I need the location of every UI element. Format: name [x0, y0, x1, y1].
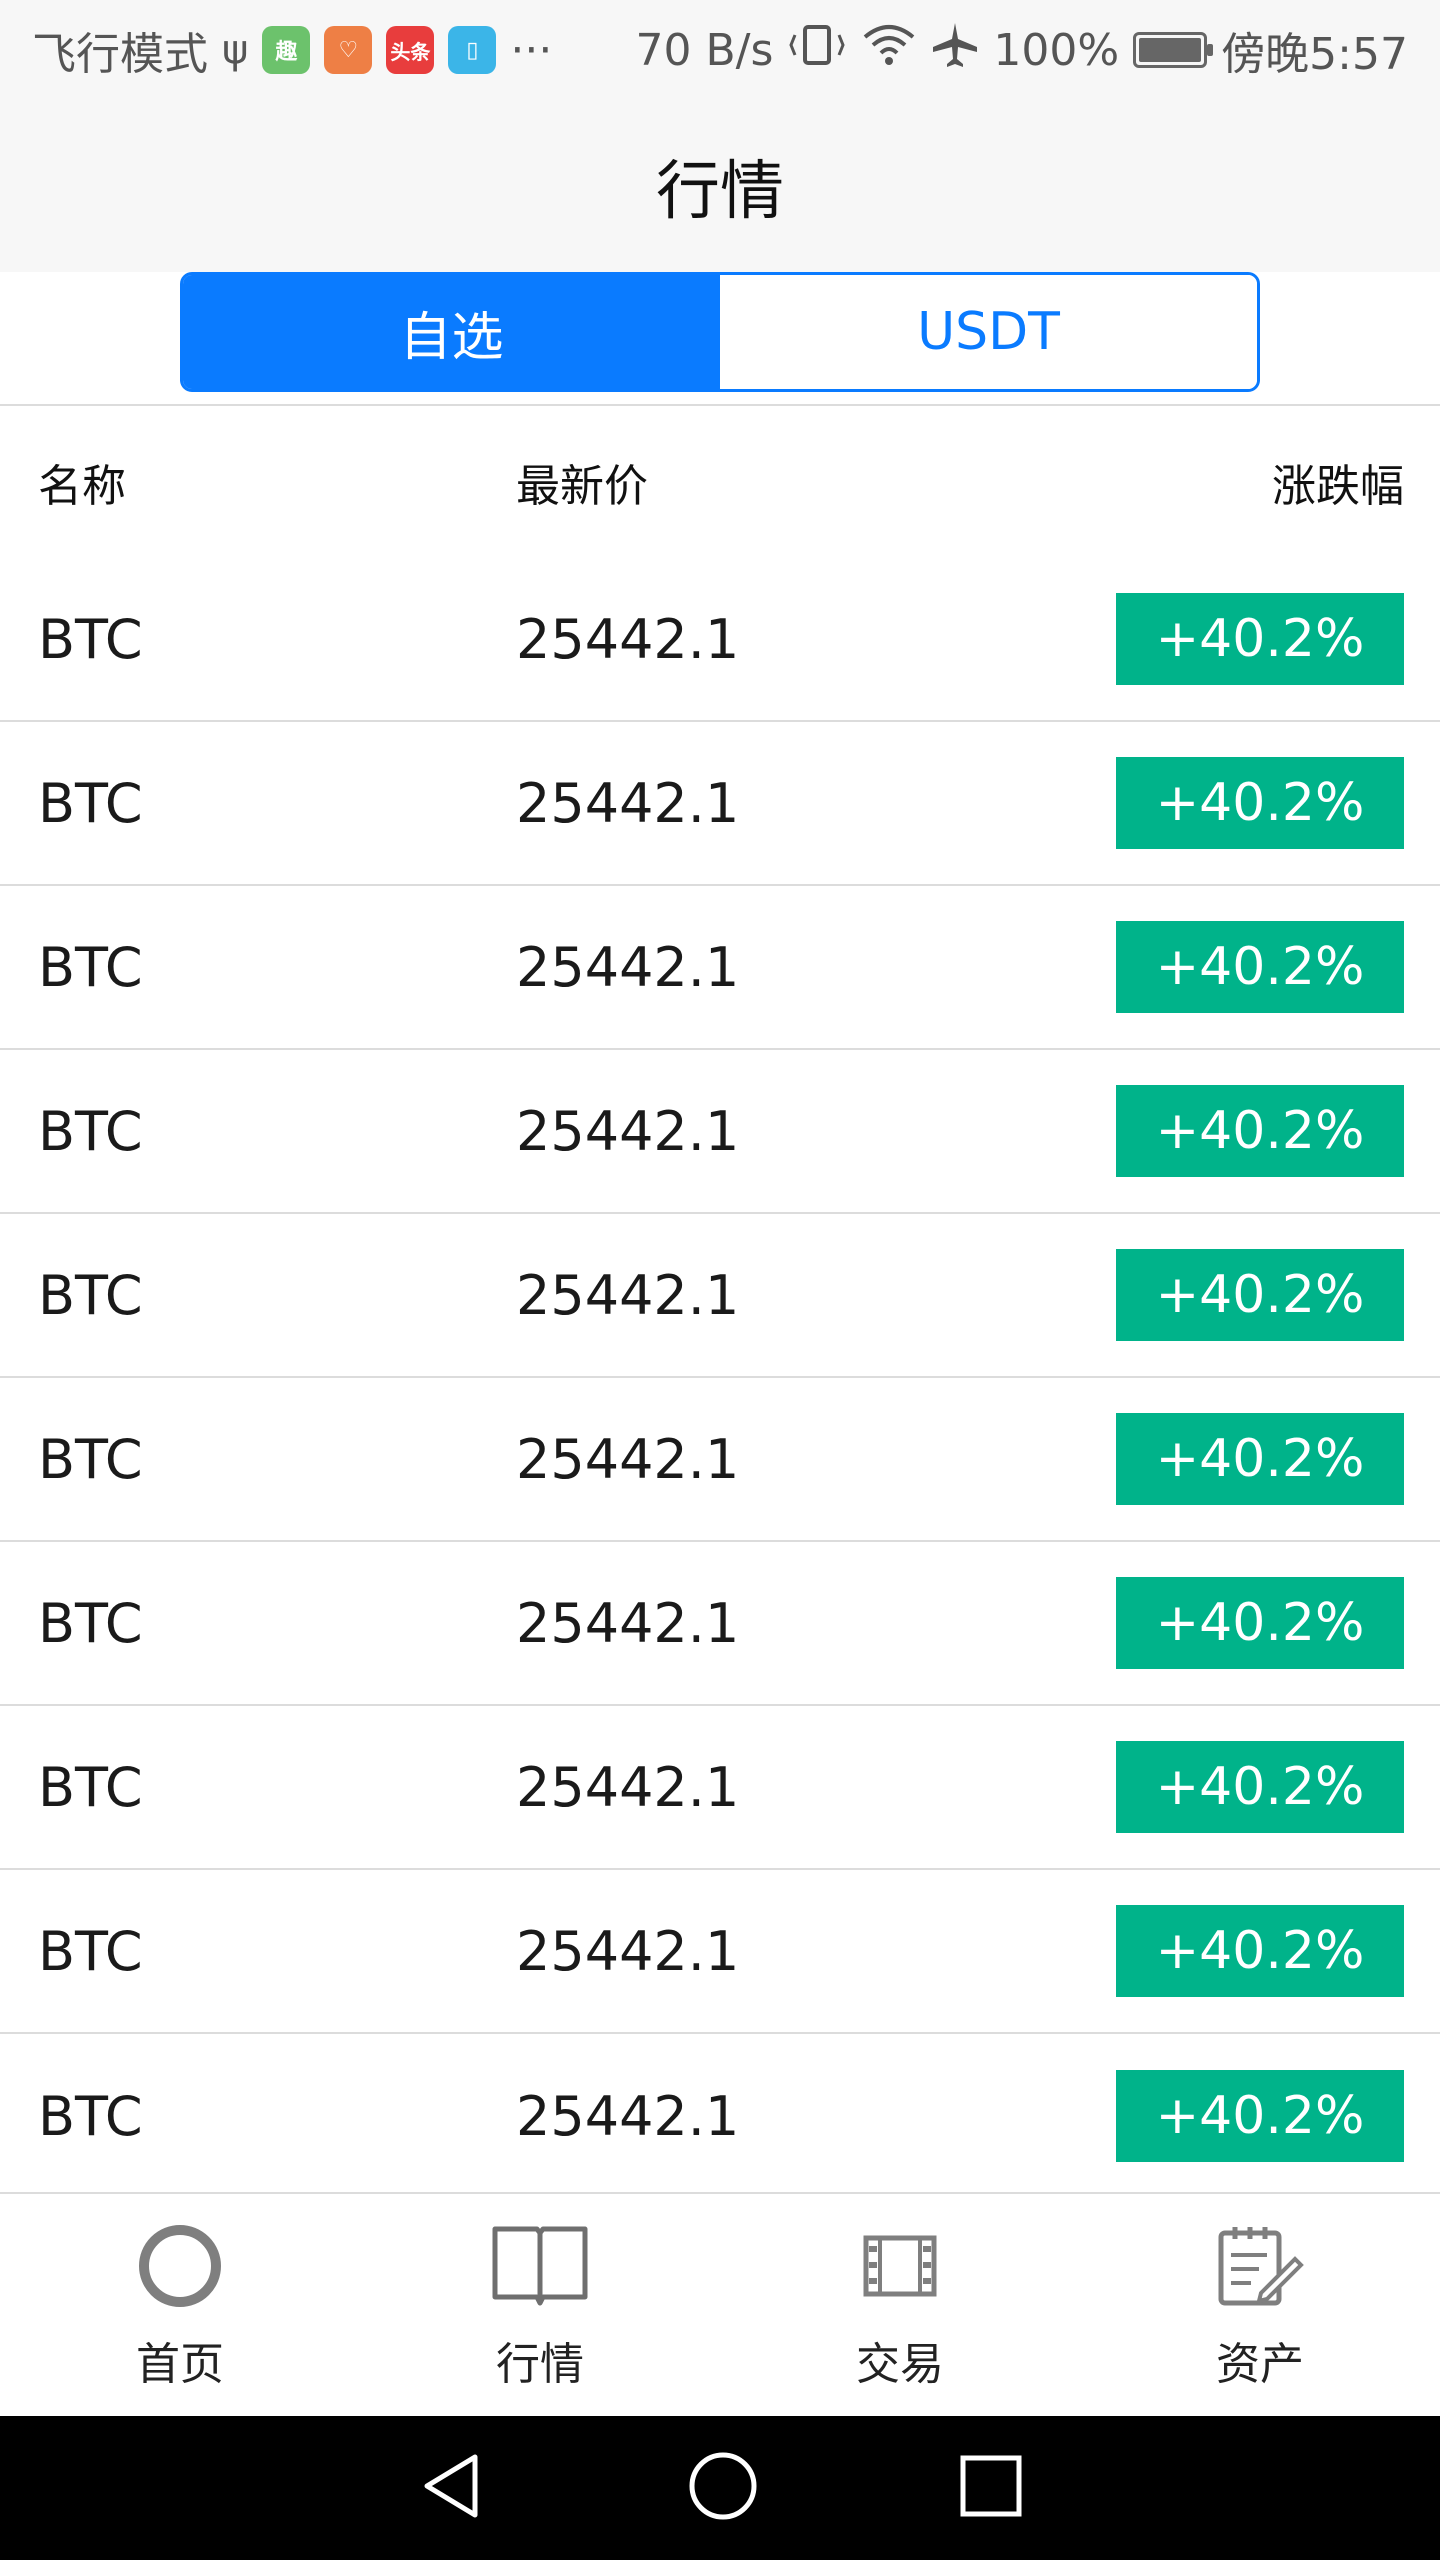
- airplane-mode-text: 飞行模式: [32, 29, 208, 80]
- table-row[interactable]: BTC 25442.1 +40.2%: [0, 1378, 1440, 1542]
- nav-label-home: 首页: [136, 2339, 224, 2390]
- coin-name: BTC: [38, 771, 143, 835]
- usb-icon: ψ: [222, 27, 249, 73]
- book-app-icon: ▯: [448, 26, 497, 74]
- column-header-price: 最新价: [516, 461, 648, 512]
- circle-icon: [125, 2218, 235, 2314]
- coin-price: 25442.1: [516, 1919, 740, 1983]
- table-row[interactable]: BTC 25442.1 +40.2%: [0, 1706, 1440, 1870]
- back-icon[interactable]: [417, 2451, 487, 2525]
- table-row[interactable]: BTC 25442.1 +40.2%: [0, 1542, 1440, 1706]
- coin-price: 25442.1: [516, 771, 740, 835]
- segmented-control: 自选 USDT: [180, 272, 1260, 392]
- table-row[interactable]: BTC 25442.1 +40.2%: [0, 886, 1440, 1050]
- table-header: 名称 最新价 涨跌幅: [0, 406, 1440, 558]
- coin-price: 25442.1: [516, 1263, 740, 1327]
- change-badge: +40.2%: [1116, 1249, 1404, 1341]
- battery-icon: [1133, 32, 1214, 68]
- coin-name: BTC: [38, 1919, 143, 1983]
- nav-label-market: 行情: [496, 2339, 584, 2390]
- table-row[interactable]: BTC 25442.1 +40.2%: [0, 2034, 1440, 2198]
- table-row[interactable]: BTC 25442.1 +40.2%: [0, 1870, 1440, 2034]
- change-badge: +40.2%: [1116, 2070, 1404, 2162]
- nav-label-trade: 交易: [856, 2339, 944, 2390]
- coin-price: 25442.1: [516, 1099, 740, 1163]
- bottom-nav: 首页 行情 交易 资产: [0, 2192, 1440, 2416]
- toutiao-app-icon: 头条: [386, 26, 435, 74]
- nav-market[interactable]: 行情: [360, 2194, 720, 2416]
- status-bar: 飞行模式 ψ 趣 ♡ 头条 ▯ ··· 70 B/s 100% 傍晚5:57: [0, 0, 1440, 100]
- coin-name: BTC: [38, 2084, 143, 2148]
- qu-app-icon: 趣: [262, 26, 311, 74]
- nav-label-assets: 资产: [1216, 2339, 1304, 2390]
- title-bar: 行情: [0, 100, 1440, 272]
- tab-usdt[interactable]: USDT: [720, 275, 1257, 389]
- table-row[interactable]: BTC 25442.1 +40.2%: [0, 1214, 1440, 1378]
- change-badge: +40.2%: [1116, 1905, 1404, 1997]
- table-row[interactable]: BTC 25442.1 +40.2%: [0, 1050, 1440, 1214]
- coin-price: 25442.1: [516, 935, 740, 999]
- coin-name: BTC: [38, 1263, 143, 1327]
- notepad-icon: [1205, 2218, 1315, 2314]
- more-notifications-icon: ···: [510, 24, 553, 76]
- coin-name: BTC: [38, 935, 143, 999]
- recents-icon[interactable]: [959, 2454, 1023, 2522]
- coin-price: 25442.1: [516, 2084, 740, 2148]
- home-icon[interactable]: [687, 2450, 759, 2526]
- change-badge: +40.2%: [1116, 1741, 1404, 1833]
- change-badge: +40.2%: [1116, 921, 1404, 1013]
- coin-name: BTC: [38, 1099, 143, 1163]
- change-badge: +40.2%: [1116, 757, 1404, 849]
- change-badge: +40.2%: [1116, 1577, 1404, 1669]
- coin-price: 25442.1: [516, 607, 740, 671]
- airplane-icon: [931, 21, 979, 80]
- change-badge: +40.2%: [1116, 593, 1404, 685]
- market-list: BTC 25442.1 +40.2% BTC 25442.1 +40.2% BT…: [0, 558, 1440, 2198]
- coin-name: BTC: [38, 1591, 143, 1655]
- book-icon: [485, 2218, 595, 2314]
- table-row[interactable]: BTC 25442.1 +40.2%: [0, 722, 1440, 886]
- nav-trade[interactable]: 交易: [720, 2194, 1080, 2416]
- clock: 傍晚5:57: [1221, 29, 1408, 80]
- vibrate-icon: [787, 21, 847, 80]
- column-header-change: 涨跌幅: [1272, 461, 1404, 512]
- divider: [0, 404, 1440, 406]
- coin-name: BTC: [38, 1755, 143, 1819]
- change-badge: +40.2%: [1116, 1413, 1404, 1505]
- page-title: 行情: [656, 155, 784, 229]
- change-badge: +40.2%: [1116, 1085, 1404, 1177]
- coin-price: 25442.1: [516, 1591, 740, 1655]
- column-header-name: 名称: [38, 461, 126, 512]
- status-right: 70 B/s 100% 傍晚5:57: [635, 18, 1408, 82]
- nav-assets[interactable]: 资产: [1080, 2194, 1440, 2416]
- coin-price: 25442.1: [516, 1427, 740, 1491]
- nav-home[interactable]: 首页: [0, 2194, 360, 2416]
- wifi-icon: [861, 23, 917, 78]
- status-left: 飞行模式 ψ 趣 ♡ 头条 ▯ ···: [32, 18, 552, 82]
- segment-area: 自选 USDT: [0, 272, 1440, 404]
- coin-name: BTC: [38, 1427, 143, 1491]
- net-speed: 70 B/s: [635, 24, 774, 76]
- film-icon: [845, 2218, 955, 2314]
- battery-percent: 100%: [993, 24, 1120, 76]
- coin-price: 25442.1: [516, 1755, 740, 1819]
- heart-app-icon: ♡: [324, 26, 373, 74]
- coin-name: BTC: [38, 607, 143, 671]
- table-row[interactable]: BTC 25442.1 +40.2%: [0, 558, 1440, 722]
- tab-favorites[interactable]: 自选: [183, 275, 720, 389]
- system-nav-bar: [0, 2416, 1440, 2560]
